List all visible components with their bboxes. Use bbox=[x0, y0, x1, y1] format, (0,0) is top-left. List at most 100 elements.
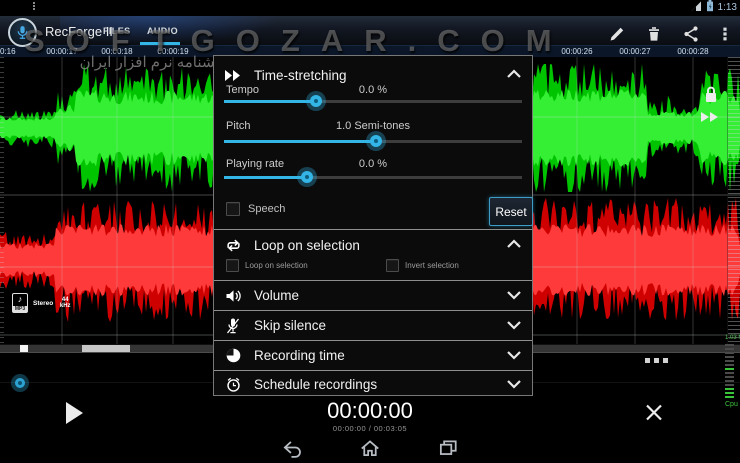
channels-label: Stereo bbox=[33, 299, 54, 307]
music-note-glyph: ♪ bbox=[17, 294, 23, 304]
section-volume[interactable]: Volume bbox=[222, 282, 526, 309]
tab-audio[interactable]: AUDIO bbox=[147, 26, 178, 36]
section-skip-silence[interactable]: Skip silence bbox=[222, 312, 526, 339]
tab-files[interactable]: FILES bbox=[103, 26, 131, 36]
pitch-value: 1.0 Semi-tones bbox=[336, 120, 410, 132]
chevron-down-icon bbox=[506, 287, 522, 305]
file-format-label: MP3 bbox=[13, 306, 27, 312]
playing-rate-slider[interactable] bbox=[224, 167, 522, 189]
sample-rate-label: 44 kHz bbox=[59, 297, 71, 309]
battery-icon bbox=[706, 0, 714, 17]
divider bbox=[214, 280, 532, 281]
slider-thumb[interactable] bbox=[306, 91, 327, 111]
play-button[interactable] bbox=[66, 402, 83, 424]
tempo-value: 0.0 % bbox=[358, 84, 388, 96]
pitch-label: Pitch bbox=[226, 120, 251, 132]
alarm-clock-icon bbox=[222, 376, 244, 393]
time-tick: 00:00:17 bbox=[46, 47, 78, 56]
tempo-row: Tempo 0.0 % bbox=[226, 84, 520, 97]
divider bbox=[214, 340, 532, 341]
section-title: Loop on selection bbox=[254, 237, 360, 253]
file-info-badge: ♪ MP3 Stereo 44 kHz bbox=[12, 293, 72, 313]
overflow-menu-button[interactable] bbox=[716, 25, 734, 43]
loop-on-selection-label: Loop on selection bbox=[245, 261, 308, 270]
playback-progress-text: 00:00:00 / 00:03:05 bbox=[332, 424, 408, 433]
invert-selection-checkbox[interactable] bbox=[386, 259, 399, 272]
network-signal-icon bbox=[690, 0, 702, 17]
fast-forward-overlay-icon[interactable] bbox=[700, 110, 720, 128]
time-tick: 00:00:28 bbox=[677, 47, 709, 56]
tempo-label: Tempo bbox=[226, 84, 260, 96]
status-clock: 1:13 bbox=[717, 2, 737, 13]
section-schedule-recordings[interactable]: Schedule recordings bbox=[222, 372, 526, 397]
timeline-ruler: 0:16 00:00:17 00:00:18 00:00:19 00:00:26… bbox=[0, 45, 740, 57]
fast-forward-icon bbox=[222, 69, 244, 82]
scroll-position-marker[interactable] bbox=[20, 345, 28, 352]
more-options-handle[interactable] bbox=[645, 358, 668, 363]
time-tick: 00:00:18 bbox=[101, 47, 133, 56]
divider bbox=[214, 229, 532, 230]
slider-thumb[interactable] bbox=[365, 131, 386, 151]
right-scale-ruler bbox=[727, 57, 740, 344]
seek-thumb[interactable] bbox=[11, 374, 29, 392]
delete-button[interactable] bbox=[645, 25, 663, 43]
playing-rate-row: Playing rate 0.0 % bbox=[226, 158, 520, 171]
back-button[interactable] bbox=[281, 437, 303, 459]
section-time-stretching[interactable]: Time-stretching bbox=[222, 61, 526, 89]
section-recording-time[interactable]: Recording time bbox=[222, 342, 526, 369]
app-title: RecForge II bbox=[45, 24, 113, 39]
section-title: Recording time bbox=[254, 348, 345, 363]
pitch-row: Pitch 1.0 Semi-tones bbox=[226, 120, 520, 133]
chevron-up-icon bbox=[506, 66, 522, 84]
divider bbox=[214, 310, 532, 311]
action-bar: RecForge II FILES AUDIO bbox=[0, 16, 740, 47]
speech-label: Speech bbox=[248, 203, 286, 215]
home-button[interactable] bbox=[359, 437, 381, 459]
section-title: Time-stretching bbox=[254, 67, 347, 83]
mic-off-icon bbox=[222, 317, 244, 335]
effects-panel: Time-stretching Tempo 0.0 % Pitch 1.0 Se… bbox=[213, 55, 533, 396]
loop-icon bbox=[222, 237, 244, 254]
status-bar: 1:13 bbox=[0, 0, 740, 16]
section-title: Volume bbox=[254, 288, 300, 303]
invert-selection-label: Invert selection bbox=[405, 261, 459, 270]
app-logo-mic-icon[interactable] bbox=[8, 18, 37, 47]
close-button[interactable] bbox=[644, 403, 664, 427]
cpu-meter-bars bbox=[725, 344, 739, 398]
section-title: Skip silence bbox=[254, 318, 327, 333]
time-tick: 00:00:27 bbox=[619, 47, 651, 56]
left-scale-ruler bbox=[0, 57, 4, 344]
section-loop-on-selection[interactable]: Loop on selection bbox=[222, 232, 526, 258]
chevron-up-icon bbox=[506, 236, 522, 254]
audio-file-icon: ♪ MP3 bbox=[12, 293, 28, 313]
reset-button[interactable]: Reset bbox=[489, 197, 533, 226]
lock-icon[interactable] bbox=[703, 85, 719, 110]
pitch-slider[interactable] bbox=[224, 131, 522, 153]
speech-checkbox[interactable] bbox=[226, 202, 240, 216]
edit-button[interactable] bbox=[608, 25, 626, 43]
clock-icon bbox=[222, 347, 244, 364]
slider-thumb[interactable] bbox=[297, 167, 318, 187]
tempo-slider[interactable] bbox=[224, 91, 522, 113]
playing-rate-value: 0.0 % bbox=[358, 158, 388, 170]
time-tick: 0:16 bbox=[0, 47, 16, 56]
playing-rate-label: Playing rate bbox=[226, 158, 285, 170]
active-tab-indicator bbox=[140, 42, 180, 45]
time-tick: 00:00:26 bbox=[561, 47, 593, 56]
chevron-down-icon bbox=[506, 317, 522, 335]
meter-value: 1.03 M bbox=[725, 335, 740, 341]
time-tick: 00:00:19 bbox=[157, 47, 189, 56]
android-nav-bar bbox=[0, 432, 740, 463]
chevron-down-icon bbox=[506, 376, 522, 394]
cpu-meter: 1.03 M Cpu bbox=[725, 335, 740, 408]
volume-icon bbox=[222, 287, 244, 305]
divider bbox=[214, 370, 532, 371]
share-button[interactable] bbox=[682, 25, 700, 43]
recent-apps-button[interactable] bbox=[437, 437, 459, 459]
cpu-label: Cpu bbox=[725, 401, 738, 408]
loop-on-selection-checkbox[interactable] bbox=[226, 259, 239, 272]
section-title: Schedule recordings bbox=[254, 377, 378, 392]
scroll-thumb[interactable] bbox=[82, 345, 130, 352]
notification-icon bbox=[33, 2, 35, 10]
